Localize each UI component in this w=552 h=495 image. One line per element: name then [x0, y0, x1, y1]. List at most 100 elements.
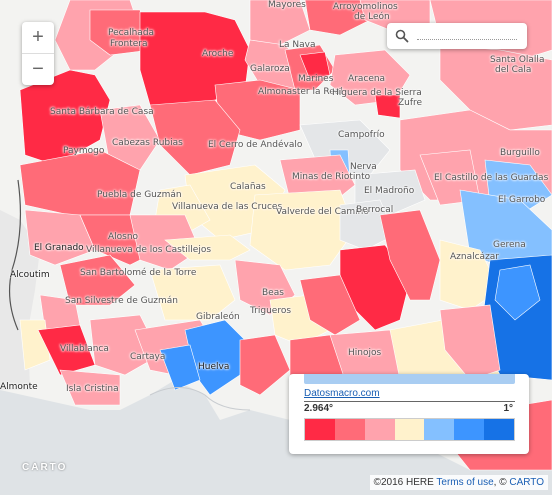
attribution-prefix: ©2016 HERE [373, 477, 437, 488]
place-label: Nerva [350, 162, 377, 172]
municipality-granado [24, 209, 96, 266]
place-label: Puebla de Guzmán [97, 190, 182, 200]
place-label: Aznalcázar [450, 252, 500, 262]
municipality-zufre [374, 94, 401, 119]
municipality-valverde [249, 189, 356, 271]
legend-bin [305, 419, 335, 440]
place-label: Alcoutim [10, 270, 50, 280]
place-label: Mayores [268, 0, 306, 10]
place-label dark: Campofrío [338, 130, 385, 140]
place-label: Valverde del Camino [276, 207, 369, 217]
place-label: Hinojos [348, 348, 382, 358]
search-box[interactable] [387, 23, 527, 49]
zoom-control: + − [22, 22, 54, 85]
place-label: Calañas [230, 182, 266, 192]
place-label: Trigueros [250, 306, 292, 316]
place-label: Santa Olalla [490, 55, 545, 65]
border-river [8, 179, 21, 331]
municipality-gibraleon [149, 264, 236, 321]
place-label: Aroche [202, 49, 234, 59]
municipality-alosno [129, 214, 201, 271]
municipality-east-pink [379, 209, 441, 301]
place-label: Almonte [0, 382, 38, 392]
place-label: Cartaya [130, 352, 166, 362]
place-label: El Castillo de las Guardas [434, 173, 549, 183]
legend-top-strip [304, 374, 515, 384]
place-label: El Garrobo [498, 195, 546, 205]
legend-bin [394, 419, 425, 440]
municipality-marines [299, 51, 331, 81]
place-label: del Cala [495, 65, 532, 75]
municipality-top-center [249, 0, 311, 46]
place-label dark: Berrocal [356, 205, 394, 215]
place-label: Gibraleón [196, 312, 240, 322]
attribution-separator: , © [493, 477, 510, 488]
place-label: de León [354, 12, 390, 22]
place-label: Galaroza [250, 64, 290, 74]
place-label: Beas [262, 288, 284, 298]
legend-bin [454, 419, 485, 440]
municipality-moguer [239, 334, 291, 396]
municipality-arroyomolinos [304, 0, 371, 36]
search-underline [417, 39, 517, 40]
legend-source-link[interactable]: Datosmacro.com [304, 388, 380, 399]
place-label: Paymogo [63, 146, 105, 156]
zoom-in-button[interactable]: + [32, 26, 44, 48]
legend: Datosmacro.com 2.964° 1° [289, 374, 529, 454]
search-input[interactable] [415, 29, 523, 43]
place-label: El Granado [34, 243, 84, 253]
place-label dark: La Nava [279, 40, 316, 50]
legend-divider [304, 401, 515, 402]
municipality-sevilla-cluster-2 [494, 264, 541, 321]
place-label: Almonaster la Real [258, 87, 343, 97]
place-label: Minas de Riotinto [292, 172, 371, 182]
municipality-berrocal [339, 199, 396, 251]
legend-color-bar [304, 418, 515, 441]
place-label: El Cerro de Andévalo [208, 140, 303, 150]
place-label: Pecalhada [108, 28, 155, 38]
place-label: Gerena [493, 240, 526, 250]
place-label dark: El Madroño [364, 186, 415, 196]
place-label: Frontera [110, 39, 148, 49]
place-label: Santa Bárbara de Casa [50, 107, 154, 117]
place-label: Aracena [348, 74, 386, 84]
attribution: ©2016 HERE Terms of use, © CARTO [369, 475, 548, 490]
municipalities [19, 0, 552, 471]
place-label: Villablanca [60, 344, 109, 354]
terms-of-use-link[interactable]: Terms of use [436, 477, 494, 488]
place-label: Burguillo [500, 148, 540, 158]
municipality-huelva-west [159, 344, 201, 391]
zoom-out-button[interactable]: − [22, 53, 54, 85]
legend-min-label: 2.964° [304, 403, 334, 414]
municipality-south-grey-strip [164, 234, 251, 261]
municipality-pecalhada [89, 9, 151, 56]
coastline [149, 387, 251, 411]
municipality-cerro [149, 99, 241, 176]
place-label: Higuera de la Sierra [332, 88, 422, 98]
municipality-bartolome [59, 254, 136, 306]
place-label: Isla Cristina [66, 384, 119, 394]
municipality-niebla [299, 274, 361, 336]
legend-bin [484, 419, 515, 440]
place-label: Villanueva de los Castillejos [86, 245, 212, 255]
legend-bin [334, 419, 365, 440]
place-label: Arroyomolinos [333, 2, 398, 12]
legend-bin [424, 419, 455, 440]
carto-logo: CARTO [22, 462, 68, 473]
search-icon[interactable] [395, 29, 409, 43]
place-label: San Silvestre de Guzmán [65, 296, 178, 306]
place-label: Cabezas Rubias [112, 138, 183, 148]
place-label: Marines [298, 74, 334, 84]
place-label: Alosno [108, 232, 139, 242]
legend-bin [364, 419, 395, 440]
legend-max-label: 1° [503, 403, 513, 414]
municipality-isla-cristina [59, 369, 121, 406]
place-label: Villanueva de las Cruces [172, 202, 283, 212]
place-label: Huelva [198, 362, 230, 372]
place-label: San Bartolomé de la Torre [80, 268, 197, 278]
municipality-santa-olalla [439, 44, 552, 131]
place-label dark: Zufre [398, 98, 423, 108]
carto-link[interactable]: CARTO [509, 477, 544, 488]
